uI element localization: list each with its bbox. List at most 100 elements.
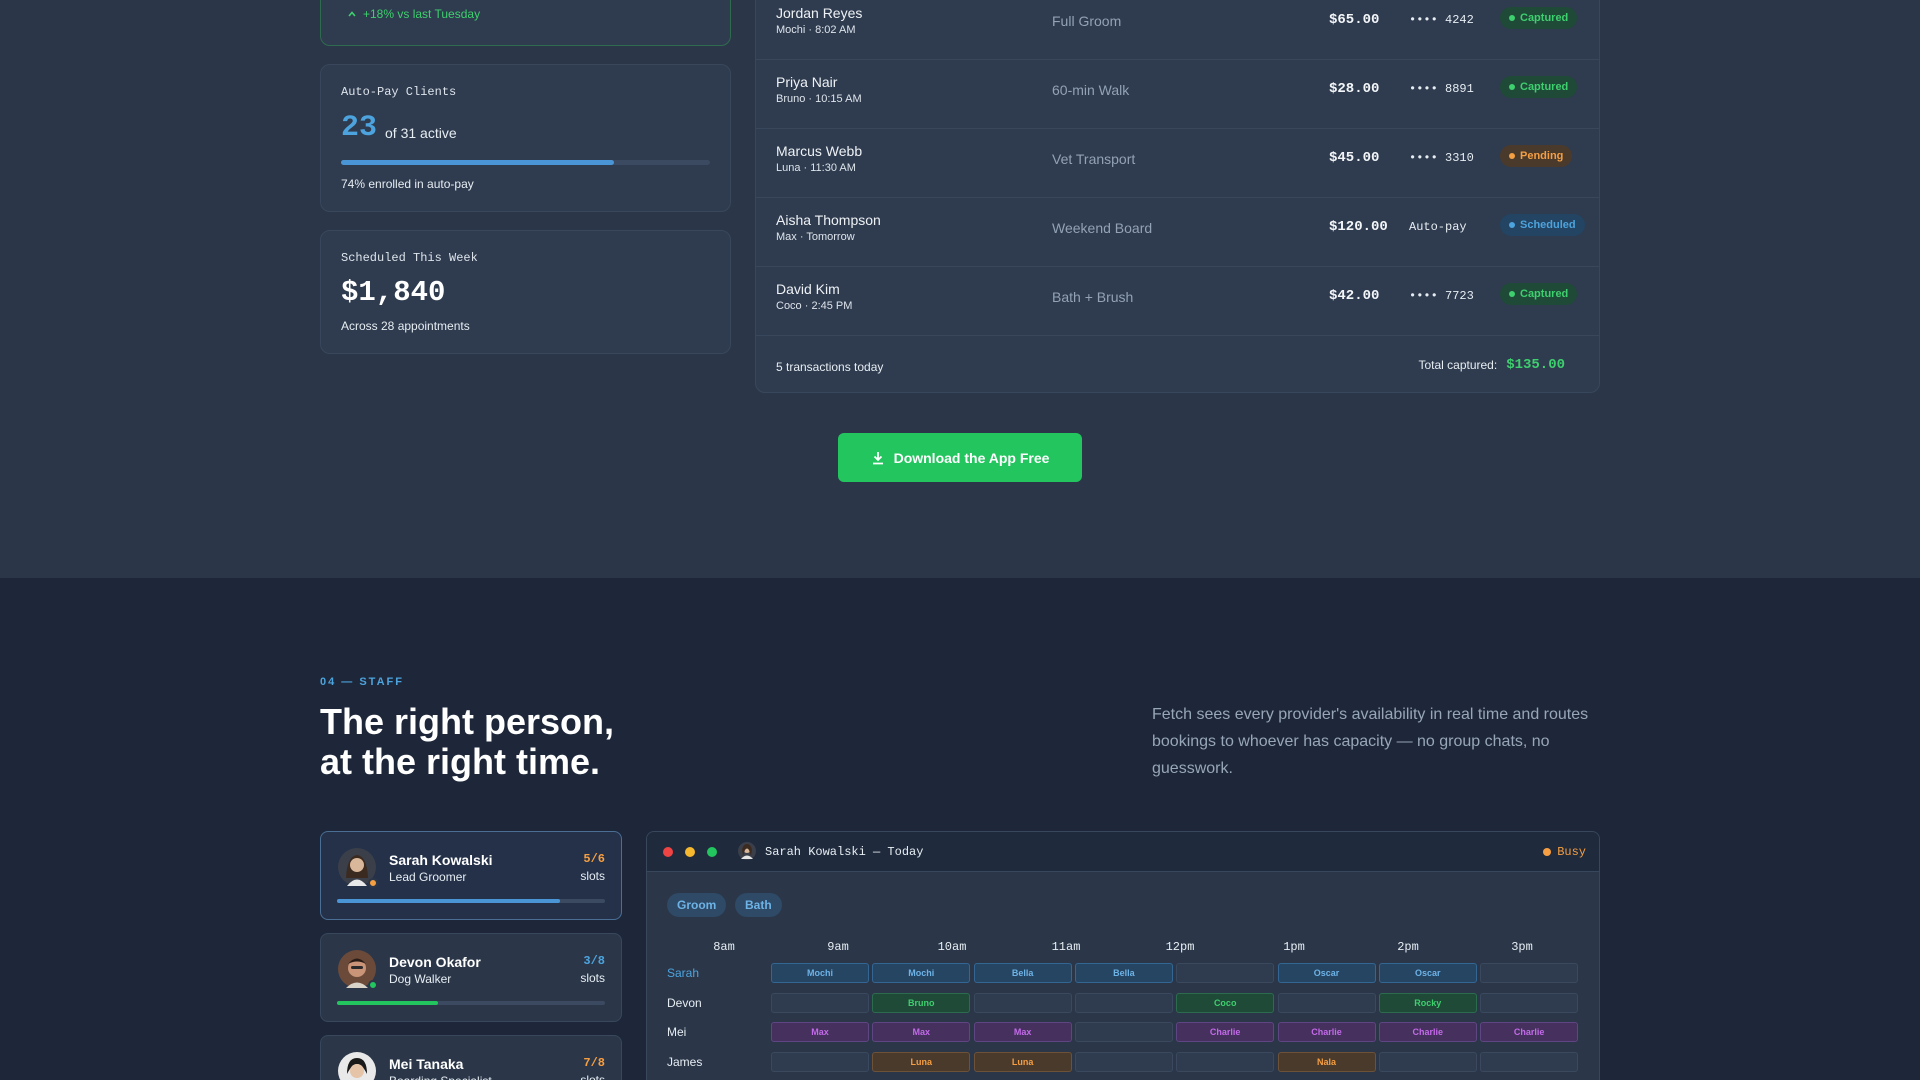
payment-method: Auto-pay: [1409, 220, 1467, 234]
staff-slots: 7/8 slots: [580, 1056, 605, 1080]
maximize-dot-icon[interactable]: [707, 847, 717, 857]
amount: $42.00: [1329, 288, 1380, 304]
staff-card[interactable]: Devon Okafor Dog Walker 3/8 slots: [320, 933, 622, 1022]
status-dot-icon: [368, 980, 378, 990]
filter-chip-groom[interactable]: Groom: [667, 893, 727, 917]
capacity-bar-fill: [337, 1001, 438, 1005]
pet-time: Mochi · 8:02 AM: [776, 24, 856, 36]
empty-slot[interactable]: [771, 992, 869, 1013]
booking-slot[interactable]: Rocky: [1378, 992, 1477, 1013]
empty-slot[interactable]: [973, 992, 1072, 1013]
schedule-row-label: James: [667, 1054, 703, 1069]
empty-slot[interactable]: [1176, 963, 1275, 983]
filter-chip-bath[interactable]: Bath: [735, 893, 782, 917]
pet-time: Max · Tomorrow: [776, 231, 855, 243]
pet-time: Bruno · 10:15 AM: [776, 93, 862, 105]
booking-slot[interactable]: Charlie: [1176, 1022, 1275, 1042]
client-name: Priya Nair: [776, 74, 838, 90]
client-name: David Kim: [776, 281, 840, 297]
booking-slot[interactable]: Charlie: [1277, 1022, 1376, 1042]
scheduled-note: Across 28 appointments: [341, 319, 470, 333]
staff-card[interactable]: Sarah Kowalski Lead Groomer 5/6 slots: [320, 831, 622, 920]
card-label: Auto-Pay Clients: [341, 85, 457, 99]
booking-slot[interactable]: Charlie: [1480, 1022, 1579, 1042]
booking-slot[interactable]: Mochi: [872, 963, 971, 983]
avatar: [338, 950, 378, 990]
service-name: Weekend Board: [1052, 220, 1153, 236]
time-label: 11am: [1051, 940, 1081, 954]
staff-section: 04 — STAFF The right person, at the righ…: [0, 578, 1920, 1080]
transaction-row[interactable]: Marcus Webb Luna · 11:30 AM Vet Transport $…: [756, 129, 1599, 198]
empty-slot[interactable]: [1074, 1051, 1173, 1072]
booking-slot[interactable]: Mochi: [771, 963, 869, 983]
empty-slot[interactable]: [1480, 1051, 1579, 1072]
capacity-bar: [337, 1001, 605, 1005]
booking-slot[interactable]: Luna: [872, 1051, 971, 1072]
status-label: Captured: [1520, 288, 1569, 300]
service-name: Vet Transport: [1052, 151, 1136, 167]
section-headline: The right person, at the right time.: [320, 702, 720, 782]
time-label: 1pm: [1283, 940, 1305, 954]
staff-name: Devon Okafor: [389, 954, 481, 970]
transaction-row[interactable]: David Kim Coco · 2:45 PM Bath + Brush $42.0…: [756, 267, 1599, 336]
slots-label: slots: [580, 869, 605, 883]
autopay-of-text: of 31 active: [385, 125, 457, 141]
slots-label: slots: [580, 1073, 605, 1080]
booking-slot[interactable]: Luna: [973, 1051, 1072, 1072]
autopay-note: 74% enrolled in auto-pay: [341, 177, 474, 191]
booking-slot[interactable]: Max: [771, 1022, 869, 1042]
transaction-row[interactable]: Priya Nair Bruno · 10:15 AM 60-min Walk $28…: [756, 60, 1599, 129]
schedule-row-label: Mei: [667, 1025, 687, 1039]
empty-slot[interactable]: [771, 1051, 869, 1072]
booking-slot[interactable]: Charlie: [1378, 1022, 1477, 1042]
booking-slot[interactable]: Nala: [1277, 1051, 1376, 1072]
client-name: Marcus Webb: [776, 143, 863, 159]
payment-method: •••• 8891: [1409, 82, 1474, 96]
autopay-progress-fill: [341, 160, 615, 165]
schedule-row-label: Sarah: [667, 966, 700, 980]
booking-slot[interactable]: Oscar: [1277, 963, 1376, 983]
staff-role: Dog Walker: [389, 972, 452, 986]
chevron-up-icon: [348, 11, 356, 17]
headline-line-2: at the right time.: [320, 741, 601, 782]
status-dot-icon: [1509, 84, 1515, 90]
download-app-button[interactable]: Download the App Free: [838, 433, 1082, 482]
download-icon: [872, 451, 883, 464]
booking-slot[interactable]: Coco: [1176, 992, 1275, 1013]
staff-name: Sarah Kowalski: [389, 852, 493, 868]
capacity-bar: [337, 899, 605, 903]
revenue-trend-card: +18% vs last Tuesday: [320, 0, 731, 46]
status-badge: Captured: [1500, 283, 1578, 305]
payment-method: •••• 7723: [1409, 289, 1474, 303]
transactions-panel: Jordan Reyes Mochi · 8:02 AM Full Groom $65…: [755, 0, 1600, 393]
close-dot-icon[interactable]: [663, 847, 673, 857]
status-badge: Captured: [1500, 7, 1578, 29]
transaction-row[interactable]: Aisha Thompson Max · Tomorrow Weekend Boar…: [756, 198, 1599, 267]
transaction-row[interactable]: Jordan Reyes Mochi · 8:02 AM Full Groom $65…: [756, 0, 1599, 60]
empty-slot[interactable]: [1074, 1022, 1173, 1042]
status-dot-icon: [1509, 291, 1515, 297]
minimize-dot-icon[interactable]: [685, 847, 695, 857]
booking-slot[interactable]: Max: [872, 1022, 971, 1042]
trend-text: +18% vs last Tuesday: [363, 7, 481, 21]
status-label: Scheduled: [1520, 219, 1576, 231]
staff-slots: 3/8 slots: [580, 954, 605, 985]
empty-slot[interactable]: [1176, 1051, 1275, 1072]
booking-slot[interactable]: Oscar: [1378, 963, 1477, 983]
booking-slot[interactable]: Bruno: [872, 992, 971, 1013]
booking-slot[interactable]: Bella: [973, 963, 1072, 983]
booking-slot[interactable]: Max: [973, 1022, 1072, 1042]
empty-slot[interactable]: [1480, 992, 1579, 1013]
time-label: 10am: [937, 940, 967, 954]
status-label: Captured: [1520, 81, 1569, 93]
status-dot-icon: [1543, 848, 1552, 856]
booking-slot[interactable]: Bella: [1074, 963, 1173, 983]
slots-count: 5/6: [583, 852, 605, 866]
empty-slot[interactable]: [1480, 963, 1579, 983]
empty-slot[interactable]: [1277, 992, 1376, 1013]
schedule-row-label: Devon: [667, 995, 702, 1010]
empty-slot[interactable]: [1074, 992, 1173, 1013]
payments-section: +18% vs last Tuesday Auto-Pay Clients 23…: [320, 0, 1600, 482]
staff-card[interactable]: Mei Tanaka Boarding Specialist 7/8 slots: [320, 1035, 622, 1080]
empty-slot[interactable]: [1378, 1051, 1477, 1072]
